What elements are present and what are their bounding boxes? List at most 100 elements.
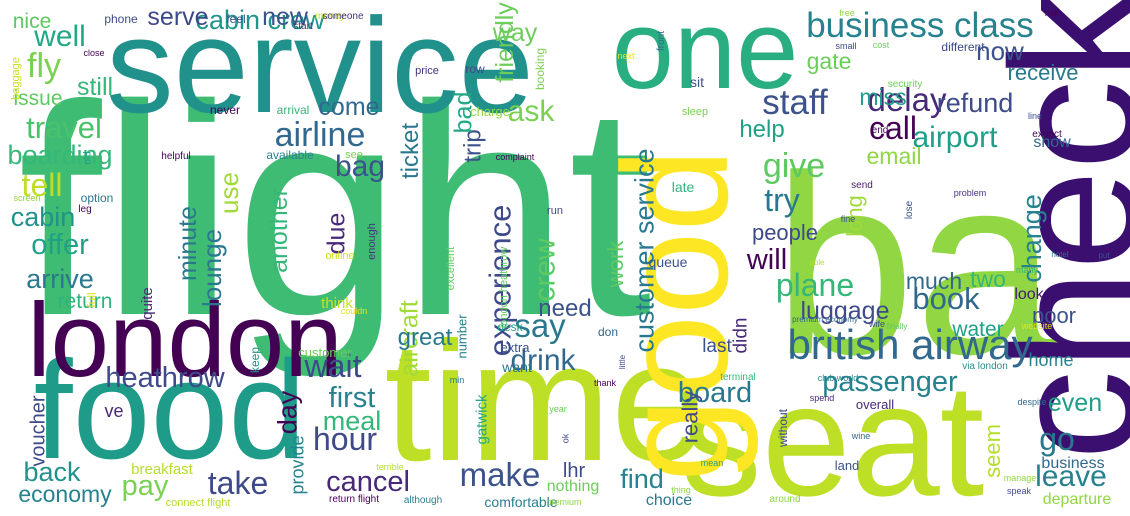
word: people (751, 220, 819, 245)
word: staff (762, 82, 828, 122)
word: take (207, 465, 269, 501)
word: airport (912, 121, 998, 154)
word: don (597, 325, 619, 339)
word: cabin (10, 201, 76, 232)
word: much (905, 267, 963, 294)
word: arrive (26, 263, 94, 294)
word: flight (18, 42, 652, 378)
word: return (57, 289, 113, 313)
word: premium (546, 496, 582, 507)
word: min (449, 374, 465, 385)
word: cancel (326, 465, 410, 498)
word: ve (104, 401, 124, 421)
word: departure (1042, 491, 1112, 508)
word: two (970, 265, 1006, 292)
word: different (941, 40, 985, 54)
word: food (33, 331, 307, 488)
word: passenger (822, 365, 958, 398)
word: back (23, 456, 81, 487)
word: business class (806, 5, 1034, 45)
word: help (739, 116, 785, 143)
word: via london (962, 361, 1008, 372)
word: although (403, 495, 443, 506)
word: booking (532, 47, 547, 91)
word: find (620, 463, 664, 494)
word: sit (690, 74, 704, 90)
word: wait (304, 348, 362, 384)
word: show (1033, 134, 1071, 151)
word: didn (730, 317, 752, 353)
word: someone (322, 11, 364, 22)
word: manage (1003, 472, 1037, 483)
word: spend (809, 392, 835, 403)
word: issue (13, 86, 63, 110)
word: offer (31, 228, 89, 261)
word: extra (500, 339, 530, 355)
word: another (264, 187, 293, 273)
word: end (871, 125, 889, 136)
word: miss (859, 83, 907, 110)
word: comfortable (484, 494, 558, 510)
word: desk (497, 320, 523, 334)
word: minute (174, 205, 203, 281)
word: baggage (9, 56, 22, 100)
word: think (321, 294, 353, 312)
word: finally (886, 322, 908, 331)
word: cabin crew (195, 4, 325, 35)
word: london heathrow (498, 246, 511, 328)
word: crew (529, 238, 562, 302)
word: security (887, 79, 923, 90)
word: ba (773, 122, 1057, 408)
word: still (76, 72, 114, 101)
word: able (809, 258, 825, 267)
word: go (1039, 421, 1075, 457)
word: travel (26, 109, 102, 145)
word: plane (775, 267, 855, 303)
word: make (459, 455, 541, 493)
word: queue (648, 254, 688, 270)
word: price (415, 64, 439, 77)
word: free (839, 7, 855, 18)
word: available (266, 148, 314, 162)
word: gatwick (473, 393, 491, 445)
word: now (976, 36, 1024, 66)
word: pay (121, 469, 169, 502)
word: home (1028, 350, 1074, 370)
word: london (27, 281, 343, 399)
word: well (34, 20, 86, 53)
word: really (676, 390, 702, 444)
word: thank (593, 377, 617, 388)
word: new (262, 2, 308, 31)
word: club world (817, 372, 859, 383)
word: one (611, 0, 799, 112)
word: business (1041, 455, 1105, 472)
word: problem (953, 187, 987, 198)
word: service (106, 0, 534, 141)
word: couldn (340, 305, 368, 316)
word: start (293, 21, 313, 32)
word: speak (1006, 485, 1032, 496)
word: ticket (396, 122, 424, 180)
word: good (590, 148, 759, 482)
word: economy (18, 480, 112, 507)
word: give (762, 147, 826, 185)
word: little (617, 354, 627, 370)
word: screen (13, 192, 41, 203)
word: bag (334, 150, 386, 183)
word: say (514, 306, 566, 344)
word: gate (806, 47, 852, 74)
word: tell (21, 167, 63, 203)
word: overall (855, 396, 895, 412)
word: helpful (161, 151, 191, 162)
word: many (1015, 264, 1038, 275)
word: email (866, 142, 922, 169)
word: call (868, 110, 917, 146)
word: book (912, 280, 980, 316)
word: return flight (328, 494, 380, 505)
word: work (602, 240, 628, 288)
word: front (655, 30, 667, 52)
word: drink (510, 344, 576, 377)
word: try (764, 182, 800, 218)
word: use (213, 172, 244, 214)
word: put (1098, 251, 1110, 260)
